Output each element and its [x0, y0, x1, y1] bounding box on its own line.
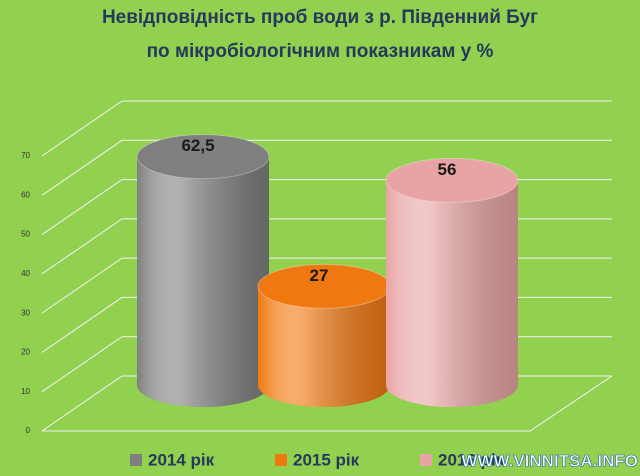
chart-title: по мікробіологічним показникам у % [147, 41, 494, 62]
legend-swatch [420, 454, 432, 466]
y-tick-label: 70 [21, 151, 30, 160]
y-tick-label: 20 [21, 348, 30, 357]
cylinder [257, 263, 391, 407]
y-tick-label: 0 [26, 426, 31, 435]
grid-line [41, 100, 612, 157]
grid-line [41, 139, 612, 196]
floor-edge [42, 375, 613, 432]
y-tick-label: 50 [21, 230, 30, 239]
y-tick-label: 30 [21, 308, 30, 317]
cylinder [136, 134, 270, 407]
legend-swatch [130, 454, 142, 466]
cylinder [385, 157, 519, 407]
y-tick-label: 40 [21, 269, 30, 278]
cylinder-top [136, 134, 270, 180]
y-tick-label: 60 [21, 190, 30, 199]
cylinder-shade [258, 286, 390, 407]
value-label: 27 [310, 266, 329, 285]
cylinder-shade [386, 180, 518, 407]
legend-swatch [275, 454, 287, 466]
cylinder-top [385, 157, 519, 203]
chart-title: Невідповідність проб води з р. Південний… [102, 7, 538, 28]
value-label: 56 [438, 160, 457, 179]
cylinder-shade [137, 156, 269, 407]
legend-label: 2016 рік [438, 450, 505, 469]
legend-label: 2015 рік [293, 450, 360, 469]
y-tick-label: 10 [21, 387, 30, 396]
value-label: 62,5 [181, 136, 214, 155]
watermark: WWW.VINNITSA.INFO [461, 451, 638, 470]
legend-label: 2014 рік [148, 450, 215, 469]
